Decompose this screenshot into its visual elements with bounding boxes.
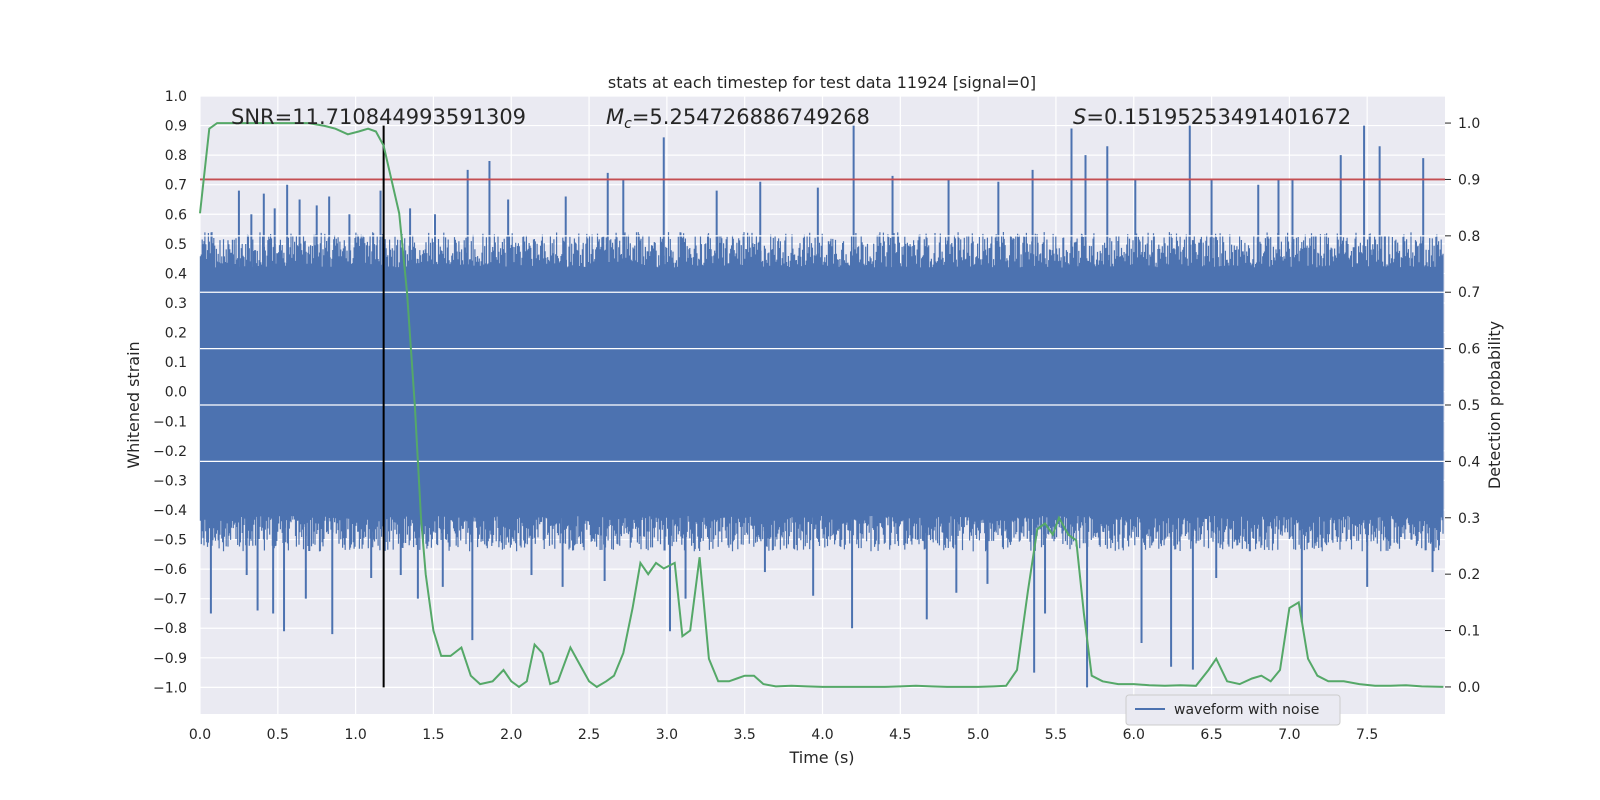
y2-tick-label: 0.5 (1458, 398, 1480, 414)
y-tick-label: 0.5 (165, 237, 187, 253)
s-symbol: S (1073, 105, 1086, 129)
y2-tick-label: 0.9 (1458, 172, 1480, 188)
y2-tick-label: 0.0 (1458, 680, 1480, 696)
y-tick-label: 1.0 (165, 89, 187, 105)
y-tick-label: 0.6 (165, 207, 187, 223)
y-tick-label: 0.8 (165, 148, 187, 164)
x-tick-label: 2.5 (578, 727, 600, 743)
y-tick-label: −0.1 (153, 414, 187, 430)
y-tick-label: 0.9 (165, 119, 187, 135)
x-tick-label: 3.5 (734, 727, 756, 743)
chirp-mass-symbol: M (606, 105, 624, 129)
x-tick-label: 4.0 (811, 727, 833, 743)
s-value: =0.15195253491401672 (1086, 105, 1351, 129)
x-tick-label: 7.0 (1278, 727, 1300, 743)
y-tick-label: −0.9 (153, 651, 187, 667)
y-tick-label: −0.4 (153, 503, 187, 519)
y-tick-label: 0.2 (165, 326, 187, 342)
y2-axis-label: Detection probability (1485, 321, 1504, 489)
y2-tick-label: 0.4 (1458, 454, 1480, 470)
chirp-mass-annotation: Mc=5.254726886749268 (606, 105, 870, 132)
chart-title: stats at each timestep for test data 119… (608, 73, 1036, 92)
legend: waveform with noise (1125, 694, 1341, 726)
y2-tick-label: 0.3 (1458, 511, 1480, 527)
y-tick-label: −0.2 (153, 444, 187, 460)
legend-label: waveform with noise (1174, 702, 1319, 718)
s-annotation: S=0.15195253491401672 (1073, 105, 1351, 129)
detection-probability-layer (199, 122, 1444, 689)
y-tick-label: −0.5 (153, 533, 187, 549)
y-tick-label: 0.7 (165, 178, 187, 194)
x-axis-ticks: 0.0 0.5 1.0 1.5 2.0 2.5 3.0 3.5 4.0 4.5 5.0 5.5 6.0 6… (189, 727, 1378, 743)
y-tick-label: −0.6 (153, 562, 187, 578)
snr-annotation: SNR=11.710844993591309 (231, 105, 526, 129)
x-axis-label: Time (s) (788, 748, 854, 767)
y2-tick-label: 1.0 (1458, 116, 1480, 132)
y-tick-label: −1.0 (153, 680, 187, 696)
x-tick-label: 2.0 (500, 727, 522, 743)
x-tick-label: 5.5 (1045, 727, 1067, 743)
y2-tick-label: 0.2 (1458, 567, 1480, 583)
x-tick-label: 7.5 (1356, 727, 1378, 743)
y-tick-label: −0.7 (153, 592, 187, 608)
y-tick-label: 0.3 (165, 296, 187, 312)
x-tick-label: 1.0 (344, 727, 366, 743)
chirp-mass-subscript: c (624, 116, 632, 132)
y-tick-label: −0.3 (153, 473, 187, 489)
x-tick-label: 6.5 (1200, 727, 1222, 743)
y2-tick-label: 0.7 (1458, 285, 1480, 301)
x-tick-label: 1.5 (422, 727, 444, 743)
x-tick-label: 5.0 (967, 727, 989, 743)
x-tick-label: 0.5 (267, 727, 289, 743)
x-tick-label: 6.0 (1123, 727, 1145, 743)
legend-box (1125, 694, 1341, 726)
x-tick-label: 0.0 (189, 727, 211, 743)
y-axis-label: Whitened strain (124, 341, 143, 468)
chirp-mass-value: =5.254726886749268 (632, 105, 870, 129)
y-tick-label: 0.0 (165, 385, 187, 401)
y-tick-label: −0.8 (153, 621, 187, 637)
y2-axis-ticks: 1.0 0.9 0.8 0.7 0.6 0.5 0.4 0.3 0.2 0.1 0.0 (1445, 116, 1480, 696)
waveform-core (200, 267, 1444, 516)
y2-tick-label: 0.8 (1458, 229, 1480, 245)
y2-tick-label: 0.6 (1458, 342, 1480, 358)
detection-probability-line (199, 122, 1444, 689)
x-tick-label: 4.5 (889, 727, 911, 743)
y-tick-label: 0.1 (165, 355, 187, 371)
x-tick-label: 3.0 (656, 727, 678, 743)
y-axis-ticks: 1.0 0.9 0.8 0.7 0.6 0.5 0.4 0.3 0.2 0.1 0.0 −0.1 −0.… (153, 89, 187, 696)
y-tick-label: 0.4 (165, 266, 187, 282)
y2-tick-label: 0.1 (1458, 624, 1480, 640)
